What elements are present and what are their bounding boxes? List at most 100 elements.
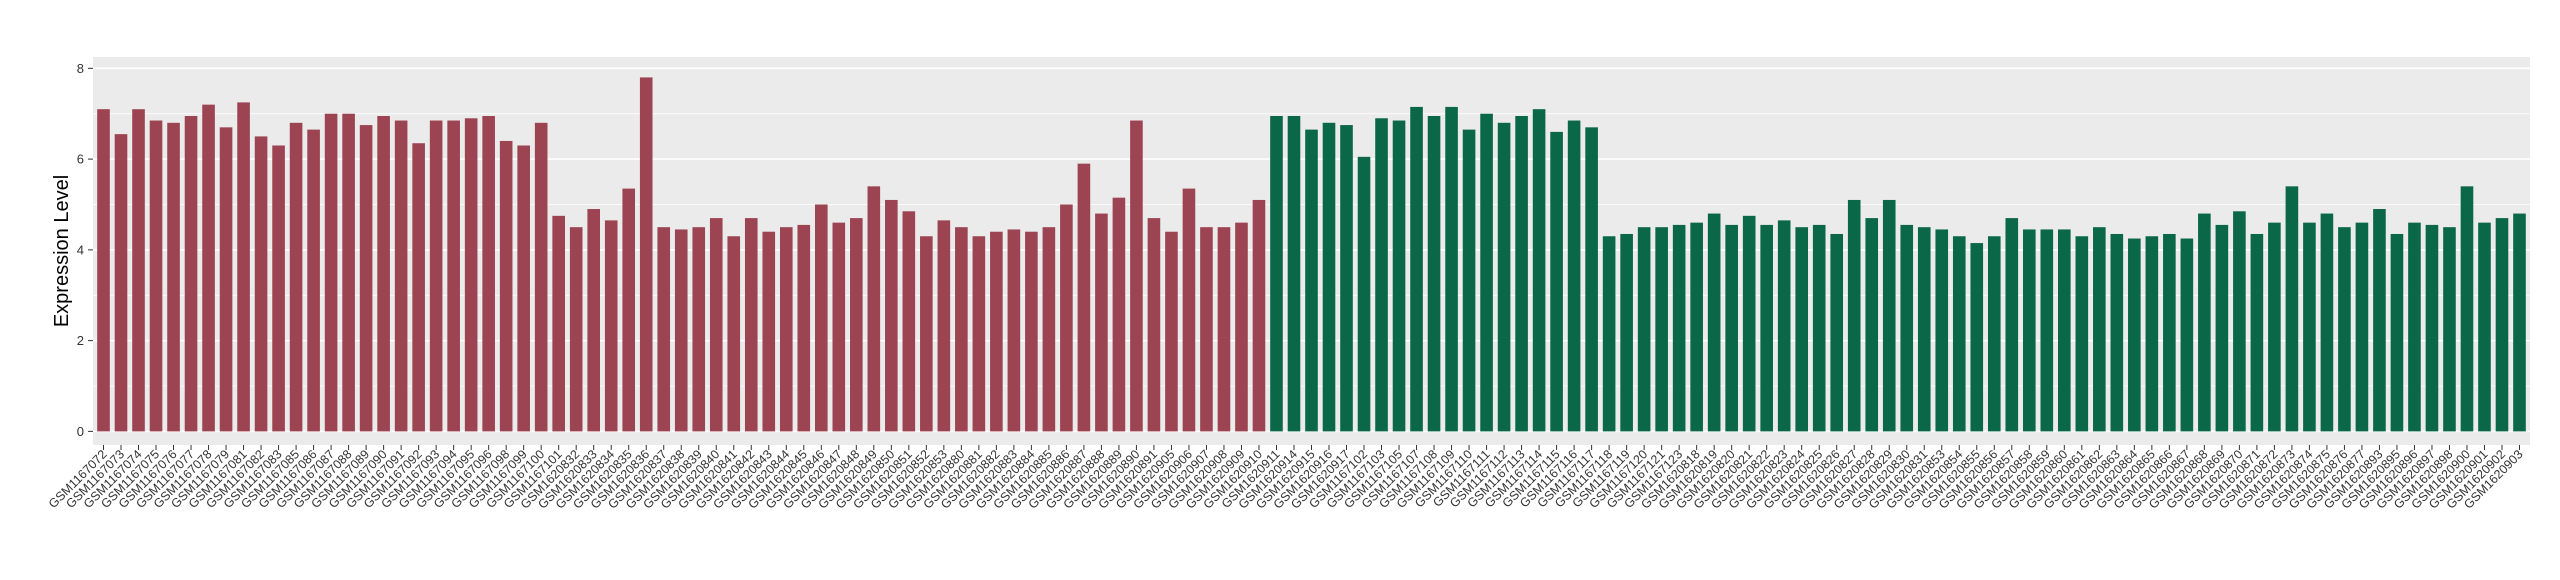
bar <box>1077 163 1091 432</box>
bar <box>2040 229 2054 432</box>
bar <box>674 229 688 432</box>
bar <box>2110 233 2124 432</box>
bar <box>1987 236 2001 432</box>
bar <box>1305 129 1318 432</box>
bar <box>1270 115 1283 432</box>
y-tick-label: 0 <box>77 424 84 439</box>
bar <box>814 204 828 432</box>
bar <box>2513 213 2526 432</box>
bar <box>482 115 495 432</box>
bar <box>1865 218 1879 432</box>
bar <box>1550 131 1563 432</box>
bar <box>1812 224 1826 432</box>
bar <box>1182 188 1196 432</box>
bar <box>342 113 355 432</box>
bar <box>2338 227 2351 432</box>
bar <box>2425 224 2439 432</box>
bar <box>1917 227 1931 432</box>
bar <box>850 218 863 432</box>
bar <box>1690 222 1703 432</box>
y-tick-label: 4 <box>77 242 84 257</box>
bar <box>779 227 793 432</box>
bar <box>1620 233 1633 432</box>
bar <box>2163 233 2176 432</box>
bar <box>2268 222 2281 432</box>
bar <box>1777 220 1791 432</box>
bar <box>885 199 898 432</box>
bar <box>587 209 601 432</box>
bar <box>797 224 811 432</box>
y-axis-title: Expression Level <box>51 175 73 327</box>
bar <box>2495 218 2509 432</box>
bar <box>1585 127 1598 432</box>
bar <box>2058 229 2071 432</box>
bar <box>1410 106 1423 432</box>
bar <box>359 125 373 432</box>
bars <box>97 77 2526 432</box>
bar <box>1357 156 1371 432</box>
bar <box>552 215 565 432</box>
bar <box>499 140 513 432</box>
bar <box>1672 224 1686 432</box>
bar <box>1042 227 1056 432</box>
bar <box>955 227 968 432</box>
bar <box>272 145 285 432</box>
bar <box>377 115 390 432</box>
bar <box>1900 224 1914 432</box>
bar <box>447 120 460 432</box>
bar <box>1235 222 1248 432</box>
bar <box>639 77 653 432</box>
bar <box>2408 222 2421 432</box>
bar <box>219 127 233 432</box>
bar <box>2093 227 2106 432</box>
bar <box>2180 238 2194 432</box>
bar <box>132 109 145 432</box>
bar <box>1637 227 1651 432</box>
bar <box>937 220 951 432</box>
bar <box>1532 109 1546 432</box>
bar <box>1287 115 1301 432</box>
bar <box>2250 233 2264 432</box>
bar <box>1952 236 1966 432</box>
bar <box>1707 213 1721 432</box>
bar <box>622 188 636 432</box>
bar <box>657 227 671 432</box>
bar <box>1375 118 1388 432</box>
bar <box>692 227 706 432</box>
bar <box>1165 231 1178 432</box>
bar <box>920 236 933 432</box>
bar <box>2460 186 2474 432</box>
bar <box>1480 113 1493 432</box>
bar <box>1112 197 1126 432</box>
bar <box>1217 227 1231 432</box>
bar <box>394 120 408 432</box>
bar <box>1095 213 1108 432</box>
bar <box>1935 229 1949 432</box>
bar <box>727 236 741 432</box>
bar <box>1200 227 1213 432</box>
bar <box>1025 231 1038 432</box>
bar <box>902 211 916 432</box>
bar <box>1462 129 1476 432</box>
bar <box>1060 204 1073 432</box>
y-axis: 0 2 4 6 8 <box>77 61 93 439</box>
bar <box>1497 122 1511 432</box>
bar <box>1427 115 1441 432</box>
bar <box>990 231 1003 432</box>
bar <box>1567 120 1581 432</box>
bar <box>464 118 478 432</box>
bar <box>1147 218 1161 432</box>
bar <box>114 134 128 432</box>
bar <box>2075 236 2089 432</box>
bar <box>1830 233 1844 432</box>
bar <box>307 129 320 432</box>
bar <box>972 236 986 432</box>
bar <box>2128 238 2141 432</box>
bar <box>1322 122 1336 432</box>
bar <box>1882 199 1896 432</box>
bar <box>1340 125 1353 432</box>
x-axis: GSM1167072GSM1167073GSM1167074GSM1167075… <box>46 445 2526 512</box>
bar <box>1655 227 1668 432</box>
